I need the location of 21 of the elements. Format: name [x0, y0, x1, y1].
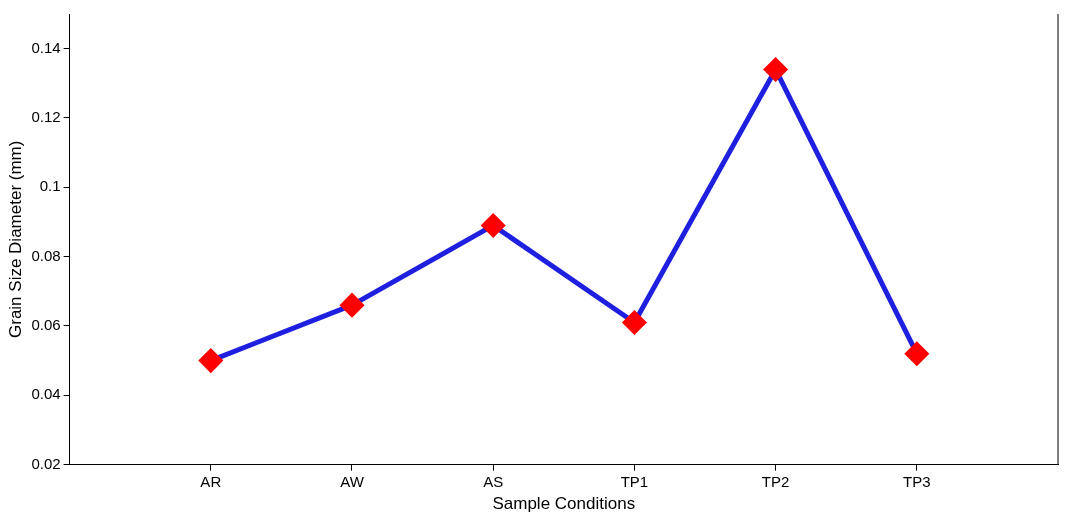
- x-axis-title: Sample Conditions: [492, 494, 636, 514]
- point: [340, 293, 364, 317]
- x-tick-label: AR: [200, 472, 222, 490]
- y-tick-label: 0.06: [31, 316, 61, 334]
- y-axis-title: Grain Size Diameter (mm): [5, 140, 25, 339]
- y-tick-label: 0.04: [31, 385, 61, 403]
- point: [764, 57, 788, 81]
- point: [905, 342, 929, 366]
- x-tick-label: TP2: [761, 472, 790, 490]
- y-tick-label: 0.02: [31, 454, 61, 472]
- y-tick-label: 0.08: [31, 246, 61, 264]
- x-tick-label: AW: [340, 472, 365, 490]
- point: [199, 349, 223, 373]
- x-tick-label: TP1: [620, 472, 649, 490]
- point: [622, 310, 646, 334]
- point: [481, 213, 505, 237]
- y-tick-label: 0.12: [31, 108, 61, 126]
- x-tick-label: AS: [483, 472, 504, 490]
- x-tick-label: TP3: [903, 472, 931, 490]
- y-tick-label: 0.14: [31, 38, 61, 56]
- y-tick-label: 0.1: [39, 177, 61, 195]
